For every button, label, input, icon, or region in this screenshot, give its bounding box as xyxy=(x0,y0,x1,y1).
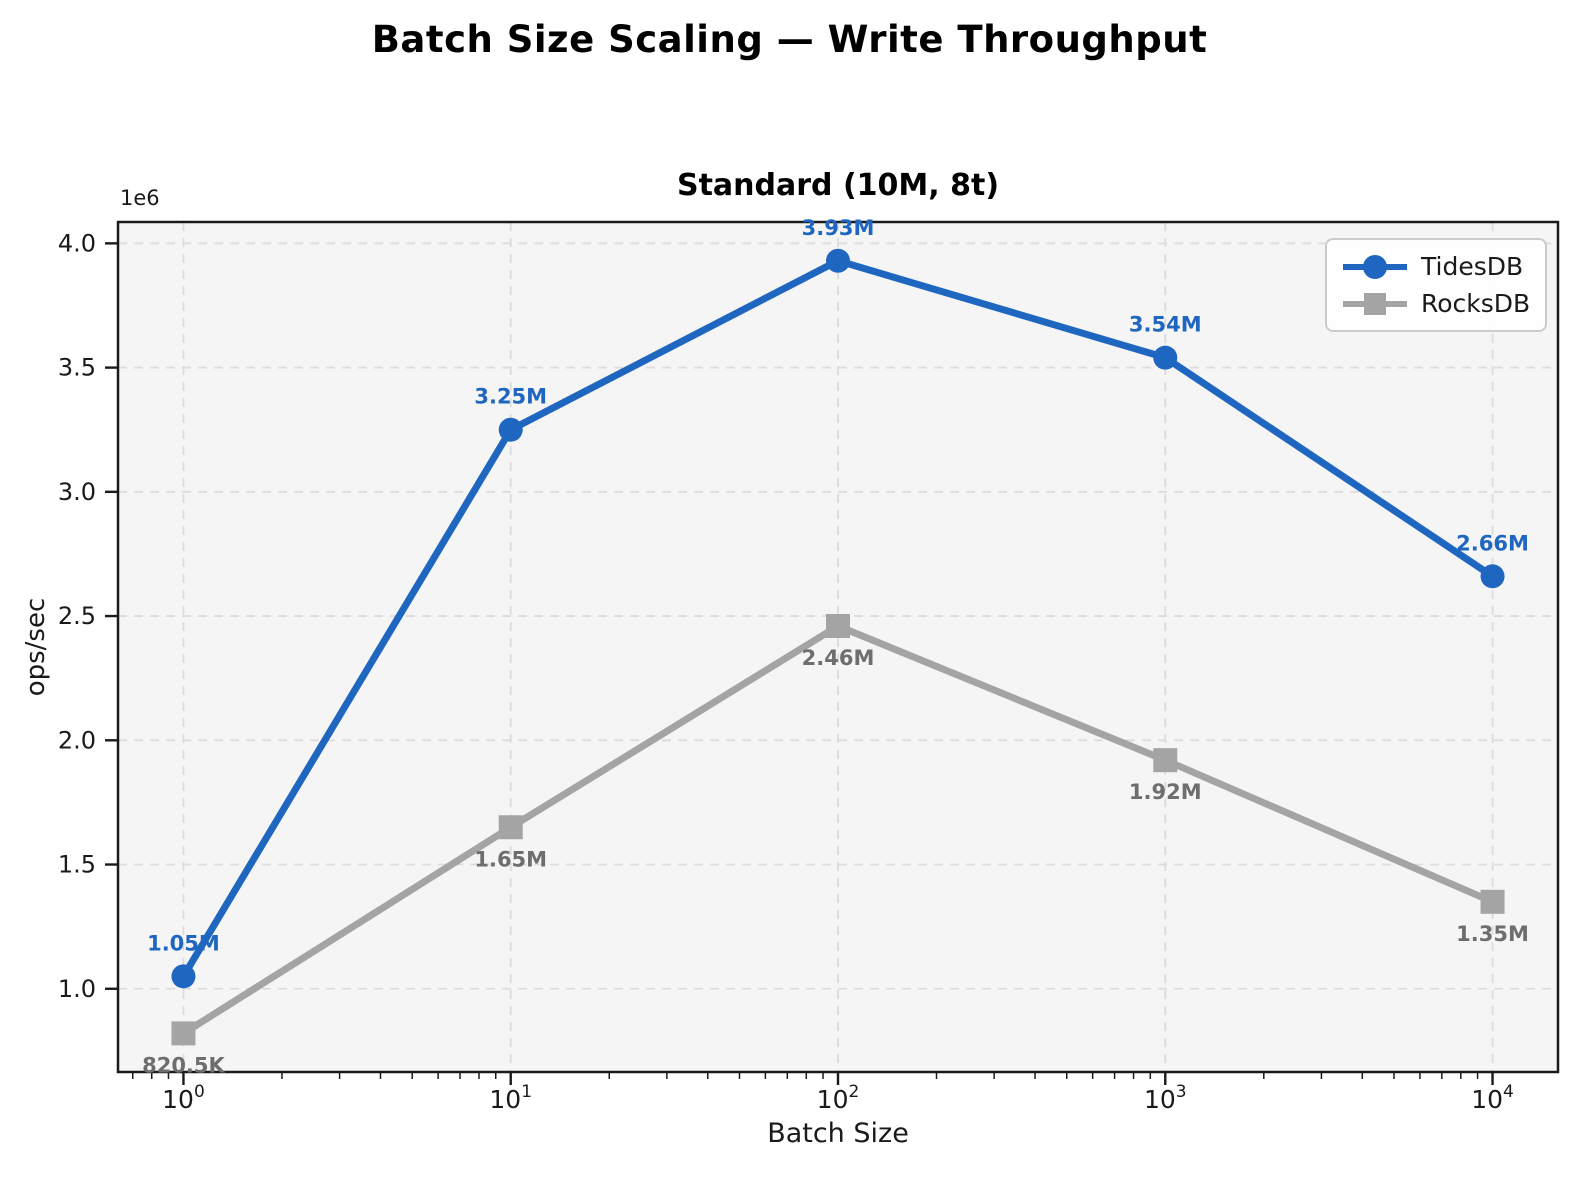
data-point-label: 1.92M xyxy=(1129,780,1202,804)
plot-border xyxy=(116,220,1560,1074)
data-point-marker xyxy=(498,417,523,442)
data-point-label: 1.35M xyxy=(1456,922,1529,946)
y-axis-offset-label: 1e6 xyxy=(120,186,160,210)
data-point-marker xyxy=(171,1021,196,1046)
data-point-marker xyxy=(826,248,850,273)
data-point-marker xyxy=(1480,564,1505,589)
tidesdb-line-marker-icon xyxy=(1343,254,1407,280)
y-tick-label: 1.5 xyxy=(58,851,96,879)
data-point-marker xyxy=(498,815,523,840)
data-point-marker xyxy=(1153,748,1178,773)
data-point-marker xyxy=(1153,345,1178,370)
data-point-label: 3.93M xyxy=(802,216,875,240)
rocksdb-line-marker-icon xyxy=(1343,291,1407,317)
x-tick-label: 104 xyxy=(1471,1082,1514,1114)
y-axis-label: ops/sec xyxy=(21,597,51,697)
x-tick-label: 102 xyxy=(817,1082,860,1114)
data-point-label: 1.05M xyxy=(147,931,220,955)
figure-title: Batch Size Scaling — Write Throughput xyxy=(371,18,1208,61)
legend-label-tidesdb: TidesDB xyxy=(1421,252,1524,281)
y-tick-label: 2.0 xyxy=(58,726,96,754)
axes-title: Standard (10M, 8t) xyxy=(676,168,1000,203)
data-point-label: 820.5K xyxy=(142,1053,225,1077)
data-point-label: 1.65M xyxy=(474,847,547,871)
x-tick-label: 100 xyxy=(162,1082,205,1114)
x-tick-label: 101 xyxy=(489,1082,532,1114)
data-point-marker xyxy=(826,614,850,639)
legend: TidesDB RocksDB xyxy=(1325,238,1547,332)
data-point-marker xyxy=(1480,889,1505,914)
data-point-marker xyxy=(171,964,196,989)
data-point-label: 3.54M xyxy=(1129,313,1202,337)
y-tick-label: 3.0 xyxy=(58,478,96,506)
data-point-label: 2.66M xyxy=(1456,531,1529,555)
y-tick-label: 3.5 xyxy=(58,354,96,382)
legend-item-rocksdb: RocksDB xyxy=(1327,289,1545,318)
data-point-label: 2.46M xyxy=(802,646,875,670)
y-tick-label: 4.0 xyxy=(58,229,96,257)
legend-item-tidesdb: TidesDB xyxy=(1327,252,1545,281)
x-tick-label: 103 xyxy=(1144,1082,1187,1114)
data-point-label: 3.25M xyxy=(474,385,547,409)
y-tick-label: 2.5 xyxy=(58,602,96,630)
x-axis-label: Batch Size xyxy=(767,1118,909,1149)
y-tick-label: 1.0 xyxy=(58,975,96,1003)
legend-label-rocksdb: RocksDB xyxy=(1421,289,1531,318)
